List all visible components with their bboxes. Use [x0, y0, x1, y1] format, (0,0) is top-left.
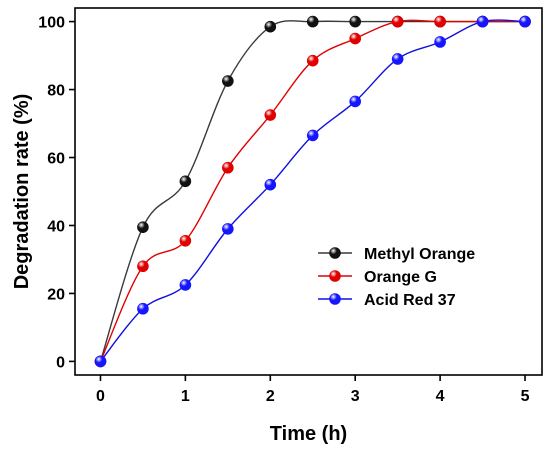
- x-axis-title: Time (h): [270, 423, 347, 445]
- legend-marker: [329, 247, 341, 259]
- series-line: [99, 19, 526, 362]
- x-tick-label: 4: [436, 388, 445, 405]
- y-axis-title: Degradation rate (%): [11, 94, 33, 290]
- legend-label: Methyl Orange: [364, 246, 475, 263]
- data-point: [264, 109, 277, 121]
- x-tick-label: 1: [181, 388, 190, 405]
- data-point: [137, 302, 149, 315]
- data-point: [306, 15, 319, 28]
- axes: 0 1 2 3 4 5 0 20 40 60 80 100: [38, 7, 543, 405]
- series-line: [99, 19, 526, 362]
- data-point: [349, 95, 362, 108]
- data-point: [264, 20, 277, 33]
- data-point: [349, 32, 362, 45]
- data-point: [306, 54, 319, 67]
- legend: Methyl Orange Orange G Acid Red 37: [318, 246, 475, 309]
- data-point: [306, 129, 319, 142]
- data-point: [434, 15, 446, 28]
- data-point: [222, 161, 234, 174]
- series-2: [94, 15, 531, 368]
- data-point: [222, 75, 234, 87]
- x-tick-label: 5: [521, 388, 530, 405]
- y-tick-label: 40: [47, 218, 65, 235]
- data-point: [476, 15, 489, 28]
- data-point: [391, 15, 404, 28]
- series-line: [99, 20, 526, 362]
- y-tick-label: 100: [38, 15, 65, 32]
- data-point: [137, 221, 149, 233]
- y-tick-label: 0: [56, 354, 65, 371]
- data-point: [264, 178, 277, 191]
- data-point: [179, 175, 192, 188]
- data-point: [519, 15, 531, 28]
- data-point: [349, 15, 362, 28]
- x-tick-label: 0: [96, 388, 105, 405]
- y-tick-label: 60: [47, 151, 65, 168]
- series-1: [94, 15, 531, 368]
- data-point: [222, 223, 234, 235]
- data-point: [94, 355, 107, 368]
- x-tick-label: 2: [266, 388, 275, 405]
- plot-frame: [74, 7, 543, 376]
- data-point: [179, 279, 192, 291]
- series-layer: [94, 15, 531, 368]
- legend-label: Acid Red 37: [364, 292, 456, 309]
- series-0: [94, 15, 531, 368]
- y-tick-label: 80: [47, 83, 65, 100]
- legend-marker: [329, 293, 341, 305]
- data-point: [137, 260, 149, 273]
- x-tick-label: 3: [351, 388, 360, 405]
- y-tick-label: 20: [47, 286, 65, 303]
- data-point: [434, 36, 446, 48]
- data-point: [179, 234, 192, 247]
- legend-marker: [329, 270, 341, 282]
- data-point: [391, 53, 404, 65]
- legend-label: Orange G: [364, 269, 437, 286]
